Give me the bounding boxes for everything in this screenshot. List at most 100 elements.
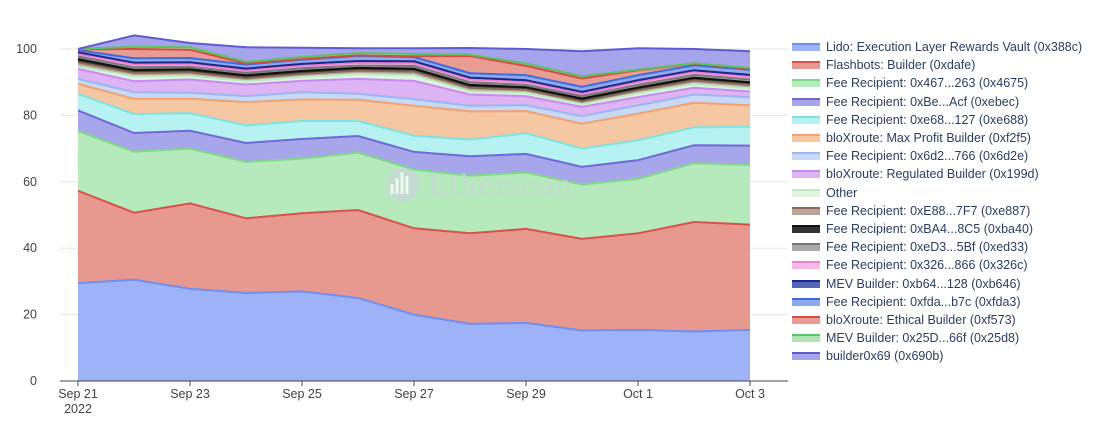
legend-item[interactable]: Flashbots: Builder (0xdafe) — [792, 56, 1097, 74]
legend-swatch — [792, 261, 820, 270]
legend-label: bloXroute: Regulated Builder (0x199d) — [826, 167, 1039, 182]
legend: Lido: Execution Layer Rewards Vault (0x3… — [792, 38, 1097, 365]
x-tick-label: Oct 1 — [623, 387, 653, 401]
x-tick-label: Sep 25 — [282, 387, 322, 401]
legend-item[interactable]: Lido: Execution Layer Rewards Vault (0x3… — [792, 38, 1097, 56]
legend-swatch — [792, 224, 820, 233]
legend-swatch — [792, 188, 820, 197]
x-tick-label: Sep 21 — [58, 387, 98, 401]
legend-item[interactable]: MEV Builder: 0x25D...66f (0x25d8) — [792, 329, 1097, 347]
legend-swatch — [792, 279, 820, 288]
line-series-11 — [77, 55, 751, 98]
line-series-3 — [77, 109, 751, 168]
y-tick-label: 80 — [23, 108, 37, 122]
legend-swatch — [792, 97, 820, 106]
x-tick-label: Oct 3 — [735, 387, 765, 401]
legend-label: bloXroute: Max Profit Builder (0xf2f5) — [826, 131, 1031, 146]
area-series-1 — [78, 190, 750, 332]
line-series-9 — [77, 61, 751, 103]
y-tick-label: 60 — [23, 175, 37, 189]
area-lines — [77, 34, 751, 333]
legend-item[interactable]: bloXroute: Ethical Builder (0xf573) — [792, 311, 1097, 329]
y-tick-label: 100 — [16, 42, 37, 56]
legend-label: Flashbots: Builder (0xdafe) — [826, 58, 976, 73]
legend-item[interactable]: Fee Recipient: 0x326...866 (0x326c) — [792, 256, 1097, 274]
legend-swatch — [792, 79, 820, 88]
legend-label: Fee Recipient: 0xfda...b7c (0xfda3) — [826, 294, 1021, 309]
legend-swatch — [792, 206, 820, 215]
legend-item[interactable]: Fee Recipient: 0x6d2...766 (0x6d2e) — [792, 147, 1097, 165]
line-series-1 — [77, 189, 751, 240]
legend-item[interactable]: Fee Recipient: 0xBA4...8C5 (0xba40) — [792, 220, 1097, 238]
line-series-6 — [77, 77, 751, 118]
legend-swatch — [792, 115, 820, 124]
watermark-text: Etherscan — [428, 169, 572, 202]
line-series-2 — [77, 130, 751, 186]
line-series-16 — [77, 45, 751, 78]
area-series-5 — [78, 83, 750, 149]
legend-item[interactable]: bloXroute: Regulated Builder (0x199d) — [792, 165, 1097, 183]
area-series-0 — [78, 279, 750, 381]
etherscan-logo-icon — [386, 168, 420, 202]
y-tick-label: 20 — [23, 308, 37, 322]
line-series-5 — [77, 82, 751, 125]
legend-swatch — [792, 170, 820, 179]
line-series-4 — [77, 92, 751, 150]
line-series-10 — [77, 58, 751, 100]
area-series-3 — [78, 110, 750, 185]
legend-label: Fee Recipient: 0x326...866 (0x326c) — [826, 258, 1028, 273]
legend-label: bloXroute: Ethical Builder (0xf573) — [826, 312, 1016, 327]
legend-label: Fee Recipient: 0xBA4...8C5 (0xba40) — [826, 221, 1034, 236]
legend-label: Fee Recipient: 0x6d2...766 (0x6d2e) — [826, 149, 1029, 164]
legend-item[interactable]: builder0x69 (0x690b) — [792, 347, 1097, 365]
legend-swatch — [792, 61, 820, 70]
legend-item[interactable]: Fee Recipient: 0xe68...127 (0xe688) — [792, 111, 1097, 129]
legend-swatch — [792, 134, 820, 143]
area-series-6 — [78, 78, 750, 124]
legend-item[interactable]: MEV Builder: 0xb64...128 (0xb646) — [792, 274, 1097, 292]
legend-label: MEV Builder: 0x25D...66f (0x25d8) — [826, 331, 1020, 346]
legend-item[interactable]: bloXroute: Max Profit Builder (0xf2f5) — [792, 129, 1097, 147]
area-layers — [78, 35, 750, 381]
legend-item[interactable]: Fee Recipient: 0xBe...Acf (0xebec) — [792, 93, 1097, 111]
legend-item[interactable]: Fee Recipient: 0xeD3...5Bf (0xed33) — [792, 238, 1097, 256]
line-series-7 — [77, 67, 751, 108]
legend-swatch — [792, 43, 820, 52]
y-tick-label: 0 — [30, 374, 37, 388]
legend-label: MEV Builder: 0xb64...128 (0xb646) — [826, 276, 1021, 291]
x-tick-sublabel: 2022 — [64, 402, 92, 416]
legend-label: Fee Recipient: 0xE88...7F7 (0xe887) — [826, 203, 1031, 218]
line-series-0 — [77, 278, 751, 333]
legend-label: Fee Recipient: 0xeD3...5Bf (0xed33) — [826, 240, 1029, 255]
y-axis-ticks: 0 20 40 60 80 100 — [16, 42, 37, 388]
area-series-7 — [78, 68, 750, 117]
line-series-8 — [77, 65, 751, 106]
legend-item[interactable]: Fee Recipient: 0xE88...7F7 (0xe887) — [792, 202, 1097, 220]
watermark: Etherscan — [386, 168, 572, 202]
legend-item[interactable]: Other — [792, 184, 1097, 202]
y-tick-label: 40 — [23, 241, 37, 255]
x-tick-label: Sep 29 — [506, 387, 546, 401]
legend-swatch — [792, 297, 820, 306]
legend-swatch — [792, 152, 820, 161]
legend-swatch — [792, 334, 820, 343]
legend-label: Other — [826, 185, 858, 200]
legend-label: Fee Recipient: 0xe68...127 (0xe688) — [826, 112, 1029, 127]
x-tick-label: Sep 23 — [170, 387, 210, 401]
legend-swatch — [792, 315, 820, 324]
legend-swatch — [792, 352, 820, 361]
line-series-17 — [77, 34, 751, 53]
legend-label: Lido: Execution Layer Rewards Vault (0x3… — [826, 40, 1083, 55]
legend-label: builder0x69 (0x690b) — [826, 349, 944, 364]
x-tick-label: Sep 27 — [394, 387, 434, 401]
area-series-14 — [78, 50, 750, 92]
legend-item[interactable]: Fee Recipient: 0x467...263 (0x4675) — [792, 74, 1097, 92]
legend-label: Fee Recipient: 0xBe...Acf (0xebec) — [826, 94, 1020, 109]
legend-label: Fee Recipient: 0x467...263 (0x4675) — [826, 76, 1029, 91]
line-series-13 — [77, 51, 751, 93]
legend-item[interactable]: Fee Recipient: 0xfda...b7c (0xfda3) — [792, 293, 1097, 311]
line-series-12 — [77, 53, 751, 95]
legend-swatch — [792, 243, 820, 252]
